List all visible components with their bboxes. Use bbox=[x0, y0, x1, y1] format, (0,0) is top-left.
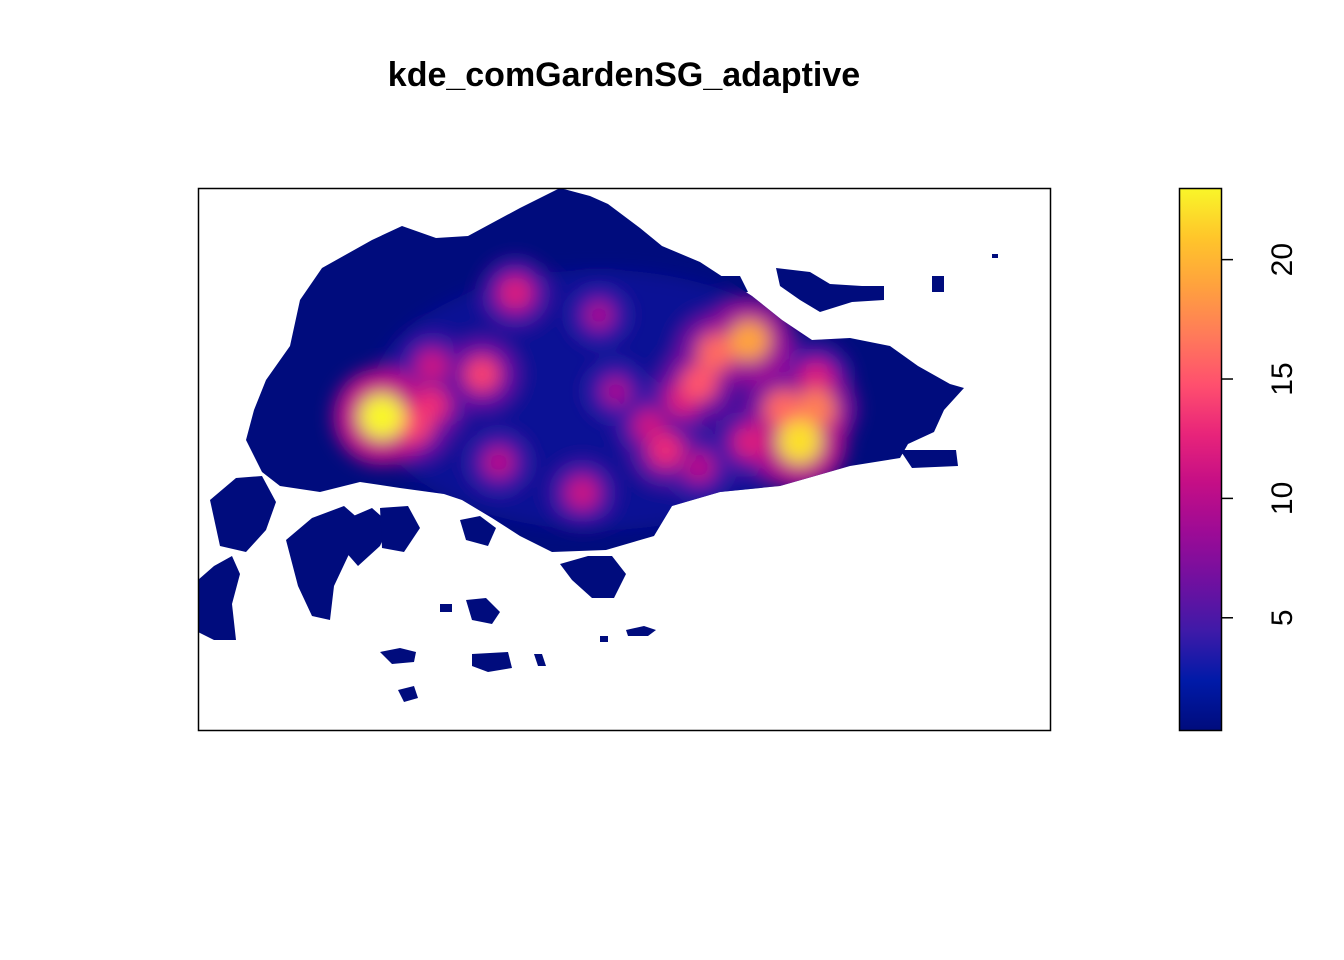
density-hotspot bbox=[583, 300, 614, 330]
density-hotspot bbox=[600, 376, 631, 407]
colorbar-fill bbox=[1179, 188, 1221, 730]
density-hotspot bbox=[796, 388, 836, 428]
island-19 bbox=[900, 450, 958, 468]
island-20 bbox=[672, 262, 700, 284]
map-layer bbox=[198, 188, 998, 702]
island-10 bbox=[380, 648, 416, 664]
density-hotspot bbox=[498, 276, 533, 310]
island-13 bbox=[534, 654, 546, 666]
chart-title: kde_comGardenSG_adaptive bbox=[387, 56, 861, 94]
island-11 bbox=[472, 652, 512, 672]
density-layer bbox=[333, 258, 858, 530]
colorbar: 5 10 15 20 bbox=[1178, 187, 1299, 732]
density-hotspot bbox=[566, 476, 599, 509]
island-4 bbox=[344, 508, 390, 566]
island-7 bbox=[560, 556, 626, 598]
island-16 bbox=[776, 268, 884, 312]
island-17 bbox=[932, 276, 944, 292]
island-9 bbox=[440, 604, 452, 612]
density-hotspot bbox=[633, 409, 666, 442]
colorbar-tick-label: 20 bbox=[1266, 243, 1299, 276]
island-6 bbox=[460, 516, 496, 546]
island-2 bbox=[210, 476, 276, 552]
density-hotspot bbox=[777, 419, 822, 465]
density-hotspot bbox=[799, 361, 833, 395]
density-hotspot bbox=[415, 349, 448, 382]
offshore-islands bbox=[198, 254, 998, 702]
colorbar-ticks: 5 10 15 20 bbox=[1221, 243, 1299, 626]
density-hotspot bbox=[728, 319, 770, 361]
island-12 bbox=[398, 686, 418, 702]
island-18 bbox=[992, 254, 998, 258]
island-14 bbox=[626, 626, 656, 636]
density-hotspot bbox=[763, 389, 802, 427]
island-15 bbox=[600, 636, 608, 642]
density-hotspot bbox=[683, 451, 715, 483]
density-hotspot bbox=[397, 407, 433, 443]
density-hotspot bbox=[680, 364, 718, 402]
density-hotspot bbox=[483, 446, 515, 478]
colorbar-tick-label: 10 bbox=[1266, 482, 1299, 515]
density-hotspot bbox=[464, 356, 500, 393]
island-1 bbox=[198, 556, 240, 640]
density-hotspot bbox=[697, 333, 735, 372]
colorbar-tick-label: 5 bbox=[1266, 609, 1299, 626]
density-hotspot bbox=[359, 394, 405, 440]
density-hotspot bbox=[648, 433, 683, 468]
colorbar-tick-label: 15 bbox=[1266, 362, 1299, 395]
plot-frame bbox=[197, 187, 1052, 732]
colorbar-frame bbox=[1178, 187, 1223, 732]
island-5 bbox=[380, 506, 420, 552]
density-hotspot bbox=[732, 425, 766, 459]
island-8 bbox=[466, 598, 500, 624]
island-3 bbox=[286, 506, 360, 620]
